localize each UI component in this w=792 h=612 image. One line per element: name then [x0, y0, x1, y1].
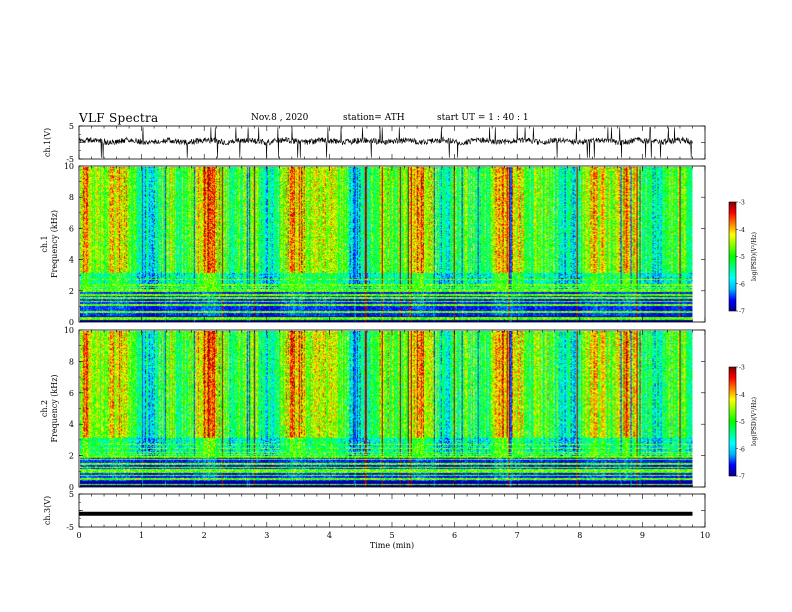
start-time-label: start UT = 1 : 40 : 1: [437, 113, 529, 123]
ch3-waveform-ytick-label: 5: [69, 490, 74, 499]
x-tick-label: 0: [76, 531, 81, 540]
ch1-spectrogram-image: [80, 167, 693, 322]
ch1-spectrogram-ytick-label: 10: [64, 162, 74, 171]
x-tick-label: 4: [327, 531, 332, 540]
chart-title: VLF Spectra: [79, 111, 159, 125]
ch1-spectrogram-ylabel-line: ch.1: [40, 235, 49, 252]
ch1-waveform-ytick-label: -5: [66, 155, 74, 164]
colorbar-tick-label: -5: [739, 419, 745, 426]
ch2-spectrogram-ytick-label: 2: [69, 452, 74, 461]
colorbar-tick-label: -3: [739, 200, 745, 207]
ch1-spectrogram-ylabel-line: Frequency (kHz): [50, 210, 59, 278]
ch1-spectrogram-ytick-label: 6: [69, 224, 74, 233]
x-tick-label: 9: [640, 531, 645, 540]
ch2-spectrogram-image: [80, 331, 693, 487]
colorbar-tick-label: -7: [739, 474, 745, 481]
x-tick-label: 8: [577, 531, 582, 540]
ch2-spectrogram-ylabel-line: ch.2: [40, 400, 49, 417]
ch2-spectrogram-ylabel-line: Frequency (kHz): [50, 374, 59, 442]
colorbar-1: [728, 201, 737, 312]
ch1-waveform-ylabel: ch.1(V): [43, 128, 52, 157]
colorbar-label: log(PSD)(V²/Hz): [751, 232, 758, 281]
ch1-waveform-ytick-label: 5: [69, 122, 74, 131]
colorbar-tick-label: -4: [739, 392, 745, 399]
x-tick-label: 2: [202, 531, 207, 540]
x-axis-label: Time (min): [370, 541, 414, 550]
ch2-spectrogram-ytick-label: 0: [69, 483, 74, 492]
recording-date: Nov.8 , 2020: [251, 113, 309, 123]
colorbar-2: [728, 366, 737, 477]
ch2-spectrogram-ytick-label: 10: [64, 326, 74, 335]
ch3-waveform-ylabel: ch.3(V): [43, 496, 52, 525]
ch1-waveform-trace: [78, 127, 693, 158]
ch1-spectrogram-ytick-label: 0: [69, 318, 74, 327]
ch2-spectrogram-ytick-label: 4: [69, 420, 74, 429]
station-label: station= ATH: [343, 113, 405, 123]
x-tick-label: 3: [264, 531, 269, 540]
x-tick-label: 7: [515, 531, 520, 540]
colorbar-label: log(PSD)(V²/Hz): [751, 397, 758, 446]
ch3-waveform-ytick-label: -5: [66, 523, 74, 532]
x-tick-label: 1: [139, 531, 144, 540]
ch2-spectrogram-ytick-label: 8: [69, 357, 74, 366]
ch1-spectrogram-ytick-label: 2: [69, 287, 74, 296]
ch1-spectrogram-ytick-label: 8: [69, 193, 74, 202]
ch1-spectrogram-ytick-label: 4: [69, 256, 74, 265]
colorbar-tick-label: -3: [739, 365, 745, 372]
colorbar-tick-label: -5: [739, 254, 745, 261]
x-tick-label: 6: [452, 531, 457, 540]
x-tick-label: 10: [700, 531, 710, 540]
x-tick-label: 5: [389, 531, 394, 540]
colorbar-tick-label: -4: [739, 227, 745, 234]
colorbar-tick-label: -6: [739, 446, 745, 453]
colorbar-tick-label: -7: [739, 309, 745, 316]
colorbar-tick-label: -6: [739, 281, 745, 288]
ch2-spectrogram-ytick-label: 6: [69, 389, 74, 398]
